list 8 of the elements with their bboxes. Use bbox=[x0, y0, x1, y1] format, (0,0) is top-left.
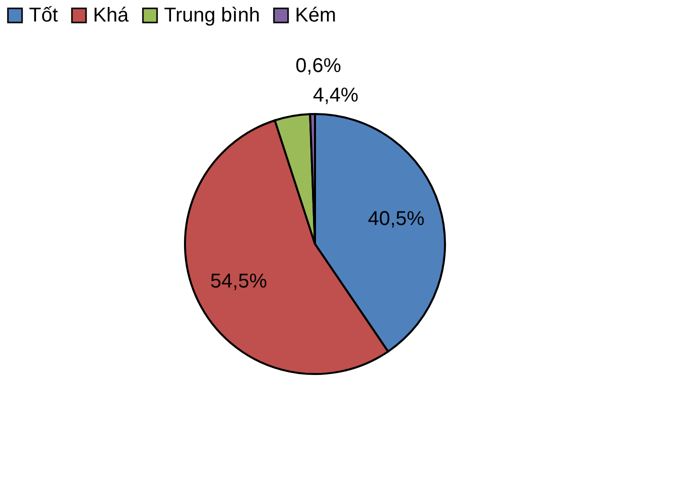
legend-label: Khá bbox=[93, 4, 130, 26]
data-label: 0,6% bbox=[296, 55, 342, 78]
legend-label: Tốt bbox=[29, 4, 58, 26]
data-label: 4,4% bbox=[312, 84, 359, 106]
legend-label: Trung bình bbox=[164, 4, 260, 26]
data-label: 40,5% bbox=[368, 208, 425, 230]
legend-label: Kém bbox=[295, 4, 336, 26]
data-label: 54,5% bbox=[210, 270, 268, 292]
